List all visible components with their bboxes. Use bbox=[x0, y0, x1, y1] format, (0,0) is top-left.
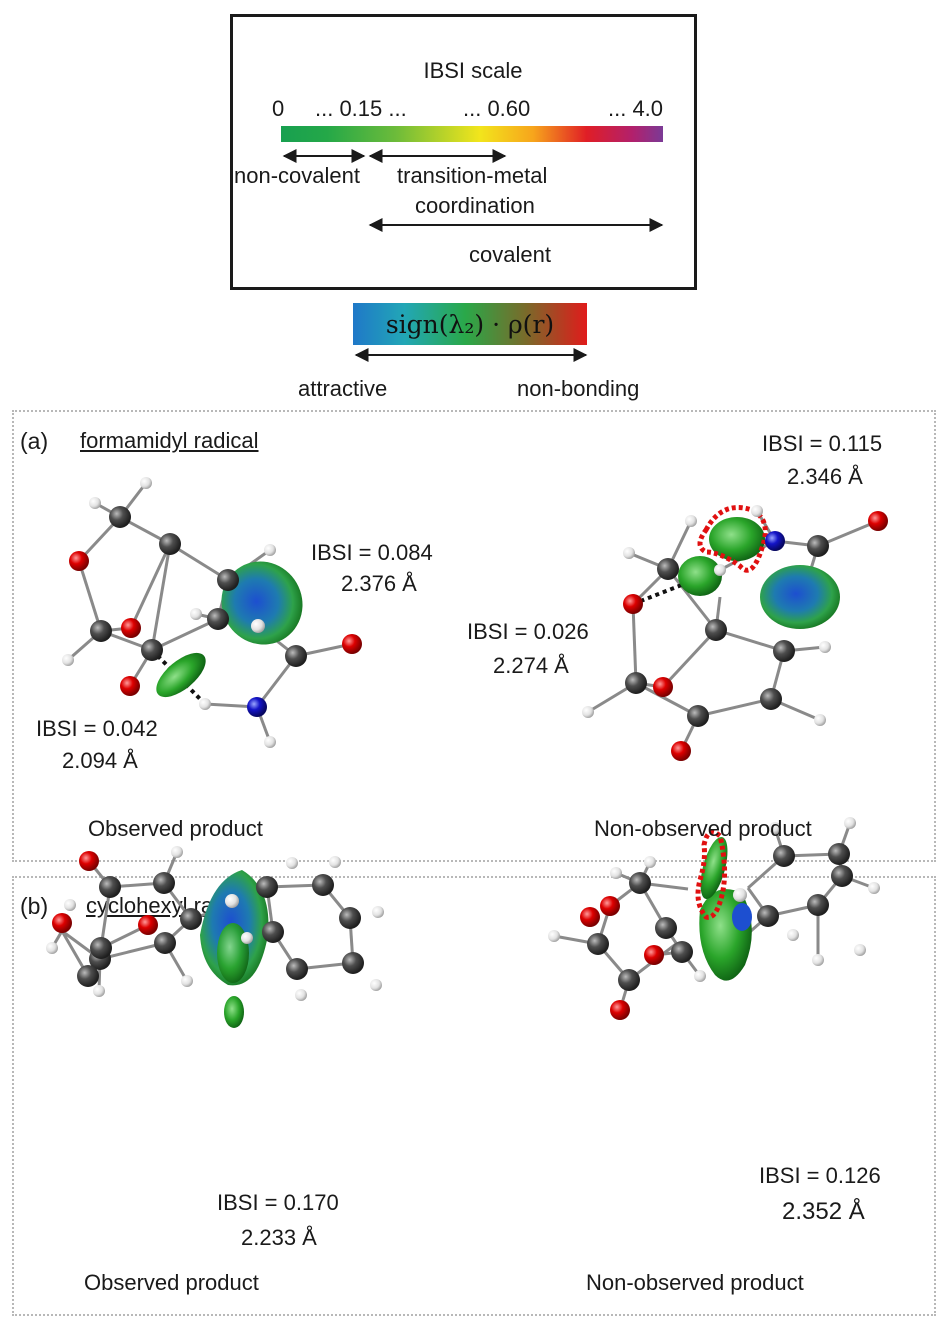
a-observed-caption: Observed product bbox=[88, 816, 263, 841]
ibsi-tick-40: ... 4.0 bbox=[608, 96, 664, 121]
a-observed-dist-1: 2.376 Å bbox=[341, 571, 417, 596]
molecule-a-observed bbox=[62, 477, 362, 748]
panel-b bbox=[12, 876, 936, 1316]
coordination-label: coordination bbox=[415, 193, 535, 218]
highlight-outline-b bbox=[695, 829, 728, 920]
attractive-label: attractive bbox=[298, 376, 388, 401]
transition-metal-label: transition-metal bbox=[397, 163, 548, 188]
a-non-observed-dist-2: 2.274 Å bbox=[493, 653, 569, 678]
b-observed-ibsi: IBSI = 0.170 bbox=[217, 1190, 339, 1215]
ibsi-tick-0: 0 bbox=[272, 96, 285, 121]
a-observed-ibsi-2: IBSI = 0.042 bbox=[36, 716, 158, 741]
panel-a-title: formamidyl radical bbox=[80, 428, 259, 453]
non-bonding-label: non-bonding bbox=[517, 376, 640, 401]
a-non-observed-caption: Non-observed product bbox=[594, 816, 812, 841]
highlight-outline-a bbox=[697, 505, 768, 573]
a-non-observed-ibsi-2: IBSI = 0.026 bbox=[467, 619, 589, 644]
ibsi-tick-060: ... 0.60 bbox=[463, 96, 531, 121]
panel-b-tag: (b) bbox=[20, 893, 49, 919]
a-non-observed-ibsi-1: IBSI = 0.115 bbox=[762, 431, 883, 456]
b-non-observed-dist: 2.352 Å bbox=[782, 1198, 865, 1225]
non-covalent-label: non-covalent bbox=[234, 163, 360, 188]
b-observed-dist: 2.233 Å bbox=[241, 1225, 317, 1250]
molecule-b-non-observed bbox=[548, 817, 880, 1020]
ibsi-scale-title: IBSI scale bbox=[423, 58, 523, 83]
panel-a-tag: (a) bbox=[20, 428, 49, 454]
molecule-b-observed bbox=[46, 846, 384, 1028]
ibsi-scale-box bbox=[230, 14, 697, 290]
covalent-label: covalent bbox=[469, 242, 551, 267]
ibsi-tick-015: ... 0.15 ... bbox=[315, 96, 407, 121]
sign-lambda-rho-bar: sign(λ₂) · ρ(r) bbox=[353, 303, 587, 345]
scale-arrows bbox=[282, 149, 664, 362]
b-observed-caption: Observed product bbox=[84, 1270, 259, 1295]
a-non-observed-dist-1: 2.346 Å bbox=[787, 464, 863, 489]
molecule-a-non-observed bbox=[582, 505, 888, 761]
sign-lambda-rho-label: sign(λ₂) · ρ(r) bbox=[385, 309, 555, 339]
panel-a bbox=[12, 410, 936, 862]
b-non-observed-caption: Non-observed product bbox=[586, 1270, 804, 1295]
b-non-observed-ibsi: IBSI = 0.126 bbox=[759, 1163, 881, 1188]
ibsi-color-bar bbox=[281, 126, 663, 142]
a-observed-ibsi-1: IBSI = 0.084 bbox=[311, 540, 433, 565]
a-observed-dist-2: 2.094 Å bbox=[62, 748, 138, 773]
